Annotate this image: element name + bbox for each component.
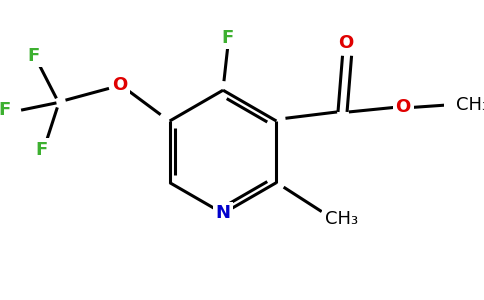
Text: CH₃: CH₃ (325, 210, 358, 228)
Text: O: O (338, 34, 354, 52)
Text: CH₃: CH₃ (456, 96, 484, 114)
Text: O: O (112, 76, 127, 94)
Text: F: F (222, 29, 234, 47)
Text: N: N (215, 204, 230, 222)
Text: F: F (35, 141, 47, 159)
Text: F: F (28, 47, 40, 65)
Text: F: F (0, 101, 11, 119)
Text: O: O (395, 98, 411, 116)
